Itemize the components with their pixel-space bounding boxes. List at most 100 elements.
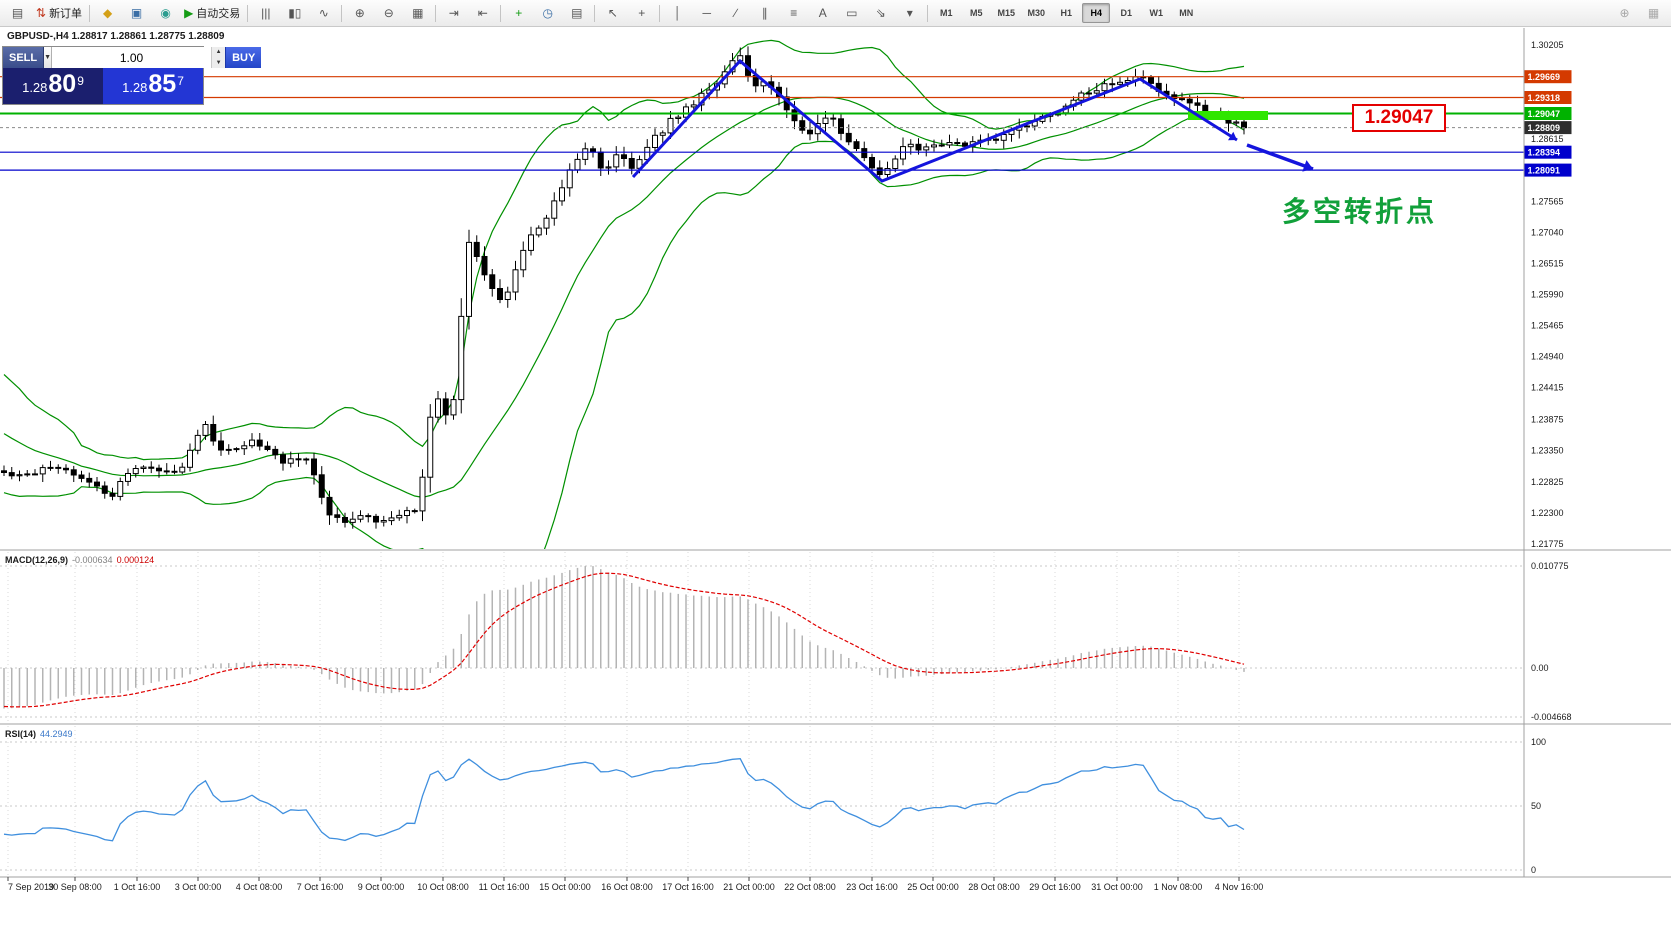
channel-button[interactable]: ∥ xyxy=(750,2,779,25)
svg-text:11 Oct 16:00: 11 Oct 16:00 xyxy=(479,882,530,892)
new-chart-button[interactable]: ▤ xyxy=(3,2,32,25)
svg-text:31 Oct 00:00: 31 Oct 00:00 xyxy=(1091,882,1143,892)
dropdown-caret-icon: ▾ xyxy=(906,6,913,20)
svg-text:1.27040: 1.27040 xyxy=(1531,227,1564,237)
new-order-button[interactable]: ⇅ 新订单 xyxy=(32,2,86,25)
trendline-icon: ∕ xyxy=(734,6,737,20)
layout-icon: ▦ xyxy=(1647,6,1660,20)
svg-text:1.29669: 1.29669 xyxy=(1528,72,1561,82)
toolbar: ▤ ⇅ 新订单 ◆ ▣ ◉ ▶ 自动交易 ||| ▮▯ ∿ ⊕ ⊖ ▦ ⇥ ⇤ + ◷ ▤ ↖ + │ ─ ∕ ∥ ≡ A ▭ ⇘ ▾ M1… xyxy=(0,0,1671,27)
autotrading-button[interactable]: ▶ 自动交易 xyxy=(180,2,244,25)
toolbar-separator xyxy=(659,4,661,22)
zoom-out-button[interactable]: ⊖ xyxy=(374,2,403,25)
vertical-line-button[interactable]: │ xyxy=(663,2,692,25)
svg-text:22 Oct 08:00: 22 Oct 08:00 xyxy=(784,882,836,892)
auto-scroll-button[interactable]: ⇥ xyxy=(439,2,468,25)
macd-indicator-label: MACD(12,26,9) -0.000634 0.000124 xyxy=(5,555,155,565)
svg-text:1.22300: 1.22300 xyxy=(1531,508,1564,518)
shapes-icon: ⇘ xyxy=(875,6,886,20)
svg-text:1.29047: 1.29047 xyxy=(1528,109,1561,119)
macd-gridlines xyxy=(0,565,1524,718)
svg-text:4 Nov 16:00: 4 Nov 16:00 xyxy=(1215,882,1264,892)
chart-shift-button[interactable]: ⇤ xyxy=(468,2,497,25)
trendline-button[interactable]: ∕ xyxy=(721,2,750,25)
trend-zigzag[interactable] xyxy=(631,58,1238,183)
svg-text:17 Oct 16:00: 17 Oct 16:00 xyxy=(662,882,714,892)
price-axis[interactable]: 1.30205 1.28615 1.27565 1.27040 1.26515 1.259… xyxy=(1531,40,1572,875)
svg-text:1.22825: 1.22825 xyxy=(1531,477,1564,487)
sell-price[interactable]: 1.28 80 9 xyxy=(3,68,103,104)
timeframe-button-mn[interactable]: MN xyxy=(1179,8,1194,18)
data-window-button[interactable]: ▣ xyxy=(122,2,151,25)
navigator-icon: ◉ xyxy=(160,6,171,20)
navigator-button[interactable]: ◉ xyxy=(151,2,180,25)
timeframe-button-m30[interactable]: M30 xyxy=(1027,8,1046,18)
direction-arrow[interactable] xyxy=(1246,143,1314,172)
tile-windows-button[interactable]: ▦ xyxy=(403,2,432,25)
market-watch-button[interactable]: ◆ xyxy=(93,2,122,25)
svg-text:1.28394: 1.28394 xyxy=(1528,148,1561,158)
rsi-line xyxy=(3,758,1245,842)
svg-text:25 Oct 00:00: 25 Oct 00:00 xyxy=(907,882,959,892)
text-button[interactable]: A xyxy=(808,2,837,25)
timeframe-button-m15[interactable]: M15 xyxy=(997,8,1016,18)
svg-text:9 Oct 00:00: 9 Oct 00:00 xyxy=(358,882,405,892)
label-button[interactable]: ▭ xyxy=(837,2,866,25)
volume-up-button[interactable]: ▲ xyxy=(212,47,226,58)
svg-text:1.30205: 1.30205 xyxy=(1531,40,1564,50)
svg-text:1.23875: 1.23875 xyxy=(1531,415,1564,425)
horizontal-level-lines[interactable] xyxy=(0,76,1524,171)
horizontal-line-button[interactable]: ─ xyxy=(692,2,721,25)
line-chart-button[interactable]: ∿ xyxy=(309,2,338,25)
timeframe-button-m1[interactable]: M1 xyxy=(940,8,953,18)
new-order-icon: ⇅ xyxy=(36,6,47,20)
svg-text:1.24940: 1.24940 xyxy=(1531,352,1564,362)
svg-text:1 Nov 08:00: 1 Nov 08:00 xyxy=(1154,882,1203,892)
shapes-dropdown[interactable]: ▾ xyxy=(895,2,924,25)
timeframe-button-h4[interactable]: H4 xyxy=(1082,3,1111,23)
svg-text:7 Sep 2019: 7 Sep 2019 xyxy=(8,882,54,892)
volume-input[interactable] xyxy=(52,47,212,68)
buy-button[interactable]: BUY xyxy=(225,47,262,68)
channel-icon: ∥ xyxy=(761,6,768,20)
panel-separators[interactable] xyxy=(0,28,1671,878)
svg-text:4 Oct 08:00: 4 Oct 08:00 xyxy=(236,882,283,892)
timeframe-button-w1[interactable]: W1 xyxy=(1149,8,1164,18)
svg-text:0: 0 xyxy=(1531,865,1536,875)
svg-text:1.29318: 1.29318 xyxy=(1528,93,1561,103)
timeframe-button-h1[interactable]: H1 xyxy=(1060,8,1073,18)
new-chart-icon: ▤ xyxy=(11,6,24,20)
timeframe-button-d1[interactable]: D1 xyxy=(1120,8,1133,18)
toolbar-separator xyxy=(594,4,596,22)
bar-chart-button[interactable]: ||| xyxy=(251,2,280,25)
volume-down-button[interactable]: ▼ xyxy=(212,57,226,68)
order-type-dropdown[interactable]: ▼ xyxy=(44,47,53,68)
periods-button[interactable]: ◷ xyxy=(533,2,562,25)
fibonacci-button[interactable]: ≡ xyxy=(779,2,808,25)
svg-text:1.28809: 1.28809 xyxy=(1528,123,1561,133)
autotrading-icon: ▶ xyxy=(184,6,194,20)
cursor-button[interactable]: ↖ xyxy=(598,2,627,25)
turning-point-annotation[interactable]: 多空转折点 xyxy=(1282,196,1438,227)
toolbar-button-label: 新订单 xyxy=(49,8,83,20)
toolbar-separator xyxy=(435,4,437,22)
search-button[interactable]: ⊕ xyxy=(1610,2,1639,25)
indicators-button[interactable]: + xyxy=(504,2,533,25)
sell-button[interactable]: SELL xyxy=(3,47,45,68)
layout-button[interactable]: ▦ xyxy=(1639,2,1668,25)
shapes-button[interactable]: ⇘ xyxy=(866,2,895,25)
svg-text:0.00: 0.00 xyxy=(1531,663,1549,673)
candlestick-chart-button[interactable]: ▮▯ xyxy=(280,2,309,25)
crosshair-button[interactable]: + xyxy=(627,2,656,25)
highlight-zone[interactable] xyxy=(1188,111,1268,120)
zoom-in-button[interactable]: ⊕ xyxy=(345,2,374,25)
timeframe-button-m5[interactable]: M5 xyxy=(970,8,983,18)
buy-price[interactable]: 1.28 85 7 xyxy=(103,68,203,104)
templates-button[interactable]: ▤ xyxy=(562,2,591,25)
price-level-flag[interactable]: 1.29047 xyxy=(1352,104,1446,132)
toolbar-separator xyxy=(927,4,929,22)
